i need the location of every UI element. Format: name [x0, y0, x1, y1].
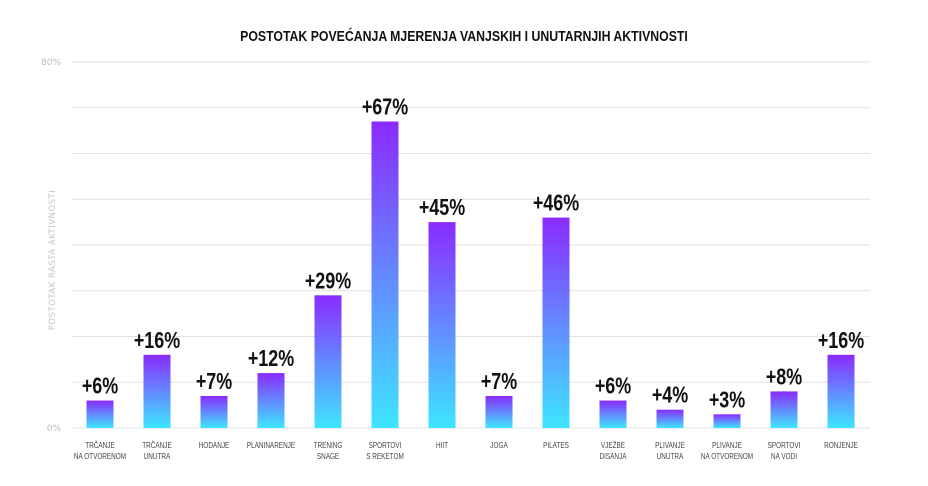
x-tick-label: SNAGE [317, 451, 340, 461]
x-tick-label: NA OTVORENOM [74, 451, 126, 461]
data-label: +12% [248, 346, 294, 372]
y-axis-label: POSTOTAK RASTA AKTIVNOSTI [48, 190, 58, 330]
bar [86, 400, 114, 428]
bar [713, 414, 741, 428]
bar [770, 391, 798, 428]
data-label: +4% [652, 383, 688, 409]
data-label: +45% [419, 195, 465, 221]
y-tick-max: 80% [41, 58, 61, 68]
bar [485, 395, 513, 428]
bar [257, 373, 285, 428]
data-label: +6% [82, 373, 118, 399]
data-label: +67% [362, 94, 408, 120]
data-label: +3% [709, 387, 745, 413]
x-tick-label: PLIVANJE [712, 440, 742, 450]
bar [827, 354, 855, 428]
x-tick-label: TRČANJE [85, 440, 115, 450]
data-label: +29% [305, 268, 351, 294]
bar [371, 121, 399, 428]
bar [200, 395, 228, 428]
bar [143, 354, 171, 428]
bar [542, 217, 570, 428]
data-label: +16% [818, 328, 864, 354]
data-label: +7% [481, 369, 517, 395]
y-tick-zero: 0% [47, 424, 62, 434]
x-tick-label: PLANINARENJE [247, 440, 295, 450]
x-tick-label: NA OTVORENOM [701, 451, 753, 461]
x-tick-label: NA VODI [771, 451, 797, 461]
x-tick-label: SPORTOVI [768, 440, 801, 450]
x-tick-label: DISANJA [599, 451, 626, 461]
bar [314, 295, 342, 428]
x-tick-label: HODANJE [199, 440, 230, 450]
x-tick-label: UNUTRA [144, 451, 171, 461]
data-label: +6% [595, 373, 631, 399]
x-tick-label: RONJENJE [824, 440, 858, 450]
x-tick-label: UNUTRA [657, 451, 684, 461]
bar [599, 400, 627, 428]
x-tick-label: TRENING [314, 440, 343, 450]
x-tick-label: S REKETOM [366, 451, 404, 461]
x-tick-label: VJEŽBE [601, 440, 625, 450]
data-label: +8% [766, 364, 802, 390]
bar [428, 222, 456, 428]
x-tick-label: TRČANJE [142, 440, 172, 450]
data-label: +16% [134, 328, 180, 354]
chart-title: POSTOTAK POVEĆANJA MJERENJA VANJSKIH I U… [240, 26, 688, 45]
gridlines [72, 61, 870, 429]
data-label: +7% [196, 369, 232, 395]
x-tick-label: PILATES [543, 440, 569, 450]
x-tick-label: PLIVANJE [655, 440, 685, 450]
data-label: +46% [533, 190, 579, 216]
x-tick-label: JOGA [490, 440, 508, 450]
bar [656, 409, 684, 428]
x-tick-label: SPORTOVI [369, 440, 402, 450]
x-tick-label: HIIT [436, 440, 449, 450]
